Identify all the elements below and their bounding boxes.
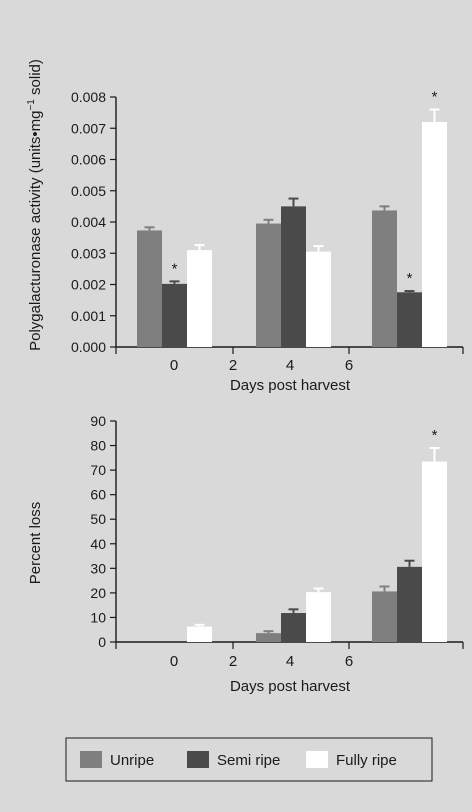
activity-y-tick-label: 0.003 (71, 245, 106, 261)
activity-y-axis-label-superscript: −1 (26, 99, 37, 111)
loss-bar-unripe-day-6 (372, 591, 397, 642)
activity-bar-fully-ripe-day-6 (422, 122, 447, 347)
activity-bar-fully-ripe-day-2-4 (306, 251, 331, 347)
activity-x-tick-label: 6 (345, 357, 353, 374)
legend-swatch-semi-ripe (187, 751, 209, 768)
loss-bar-semi-ripe-day-2-4 (281, 613, 306, 642)
loss-bar-fully-ripe-day-0 (187, 626, 212, 642)
loss-y-tick-label: 80 (90, 438, 106, 454)
loss-y-axis-label: Percent loss (27, 502, 44, 585)
legend-swatch-fully-ripe (306, 751, 328, 768)
activity-significance-star: * (172, 260, 178, 277)
legend-swatch-unripe (80, 751, 102, 768)
activity-bar-semi-ripe-day-6 (397, 292, 422, 347)
loss-significance-star: * (432, 427, 438, 444)
activity-y-tick-label: 0.005 (71, 183, 106, 199)
loss-x-axis-label: Days post harvest (230, 678, 351, 695)
loss-x-tick-label: 0 (170, 653, 178, 670)
loss-y-tick-label: 30 (90, 560, 106, 576)
activity-x-tick-label: 4 (286, 357, 294, 374)
activity-significance-star: * (407, 270, 413, 287)
activity-y-tick-label: 0.008 (71, 89, 106, 105)
legend-box (65, 737, 433, 782)
loss-bar-fully-ripe-day-2-4 (306, 592, 331, 642)
loss-y-tick-label: 10 (90, 609, 106, 625)
loss-x-tick-label: 6 (345, 653, 353, 670)
activity-bar-semi-ripe-day-2-4 (281, 206, 306, 347)
activity-bar-unripe-day-0 (137, 230, 162, 347)
activity-bar-fully-ripe-day-0 (187, 250, 212, 347)
loss-x-tick-label: 4 (286, 653, 294, 670)
loss-y-tick-label: 70 (90, 462, 106, 478)
loss-bar-unripe-day-2-4 (256, 633, 281, 642)
loss-y-tick-label: 40 (90, 536, 106, 552)
activity-y-tick-label: 0.007 (71, 120, 106, 136)
loss-x-tick-label: 2 (229, 653, 237, 670)
activity-y-tick-label: 0.002 (71, 277, 106, 293)
activity-x-axis-label: Days post harvest (230, 377, 351, 394)
loss-y-tick-label: 90 (90, 413, 106, 429)
activity-y-tick-label: 0.004 (71, 214, 106, 230)
activity-y-tick-label: 0.000 (71, 339, 106, 355)
activity-x-tick-label: 2 (229, 357, 237, 374)
activity-y-axis-label: Polygalacturonase activity (units•mg−1 s… (26, 59, 44, 351)
activity-x-tick-label: 0 (170, 357, 178, 374)
legend-label-semi-ripe: Semi ripe (217, 752, 280, 769)
legend: Unripe Semi ripe Fully ripe (65, 737, 433, 782)
activity-bar-unripe-day-2-4 (256, 223, 281, 347)
activity-bar-semi-ripe-day-0 (162, 283, 187, 347)
percent-loss-chart: Percent loss Days post harvest 010203040… (27, 413, 464, 695)
loss-y-tick-label: 20 (90, 585, 106, 601)
activity-y-tick-label: 0.006 (71, 152, 106, 168)
loss-y-tick-label: 0 (98, 634, 106, 650)
activity-chart: Polygalacturonase activity (units•mg−1 s… (26, 59, 464, 394)
activity-bar-unripe-day-6 (372, 210, 397, 347)
legend-label-unripe: Unripe (110, 752, 154, 769)
loss-bar-semi-ripe-day-6 (397, 566, 422, 642)
activity-significance-star: * (432, 89, 438, 106)
activity-y-tick-label: 0.001 (71, 308, 106, 324)
loss-y-tick-label: 50 (90, 511, 106, 527)
loss-y-tick-label: 60 (90, 487, 106, 503)
loss-bar-fully-ripe-day-6 (422, 461, 447, 642)
legend-label-fully-ripe: Fully ripe (336, 752, 397, 769)
